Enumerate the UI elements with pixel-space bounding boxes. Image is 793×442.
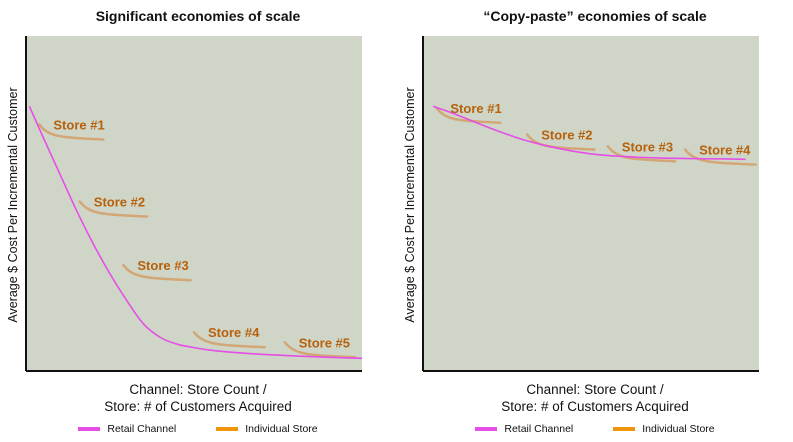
x-axis-label-line1: Channel: Store Count / xyxy=(526,382,664,397)
legend-label: Retail Channel xyxy=(504,423,574,435)
legend: Retail Channel Individual Store xyxy=(0,423,396,435)
legend-swatch-retail-channel xyxy=(78,427,101,431)
store-label-4: Store #4 xyxy=(699,143,751,158)
store-curve-4 xyxy=(192,330,266,349)
plot-background xyxy=(423,36,759,371)
store-curve-2 xyxy=(78,200,149,218)
legend: Retail Channel Individual Store xyxy=(397,423,793,435)
plot-area: Store #1 Store #2 Store #3 Store #4 xyxy=(422,36,759,372)
store-label-2: Store #2 xyxy=(94,195,145,210)
store-label-1: Store #1 xyxy=(450,101,501,116)
chart-panel-right: “Copy-paste” economies of scale Average … xyxy=(397,0,793,442)
chart-title: Significant economies of scale xyxy=(95,8,301,24)
legend-item-retail-channel: Retail Channel xyxy=(78,423,176,435)
x-axis-label-line1: Channel: Store Count / xyxy=(129,382,267,397)
store-curve-1 xyxy=(435,106,502,124)
plot-background xyxy=(26,36,362,371)
x-axis-label: Channel: Store Count / Store: # of Custo… xyxy=(0,381,396,415)
legend-swatch-individual-store xyxy=(216,427,239,431)
legend-label: Retail Channel xyxy=(107,423,177,435)
chart-panel-left: Significant economies of scale Average $… xyxy=(0,0,396,442)
store-label-3: Store #3 xyxy=(622,139,673,154)
retail-channel-curve xyxy=(432,105,746,161)
legend-swatch-individual-store xyxy=(613,427,636,431)
store-label-3: Store #3 xyxy=(137,258,188,273)
store-label-5: Store #5 xyxy=(299,335,350,350)
store-curve-3 xyxy=(122,263,192,282)
legend-item-retail-channel: Retail Channel xyxy=(475,423,573,435)
legend-item-individual-store: Individual Store xyxy=(216,423,318,435)
store-curve-1 xyxy=(38,123,105,141)
legend-label: Individual Store xyxy=(642,423,715,435)
plot-area: Store #1 Store #2 Store #3 Store #4 Store #5 xyxy=(25,36,363,372)
store-label-1: Store #1 xyxy=(53,118,104,133)
store-label-2: Store #2 xyxy=(541,128,592,143)
legend-label: Individual Store xyxy=(245,423,318,435)
legend-item-individual-store: Individual Store xyxy=(613,423,715,435)
chart-title: “Copy-paste” economies of scale xyxy=(483,8,707,24)
x-axis-label-line2: Store: # of Customers Acquired xyxy=(104,399,292,414)
store-curve-5 xyxy=(283,341,357,359)
x-axis-label-line2: Store: # of Customers Acquired xyxy=(501,399,689,414)
store-curve-3 xyxy=(606,145,677,163)
legend-swatch-retail-channel xyxy=(475,427,498,431)
store-label-4: Store #4 xyxy=(208,325,260,340)
x-axis-label: Channel: Store Count / Store: # of Custo… xyxy=(397,381,793,415)
retail-channel-curve xyxy=(28,105,363,360)
